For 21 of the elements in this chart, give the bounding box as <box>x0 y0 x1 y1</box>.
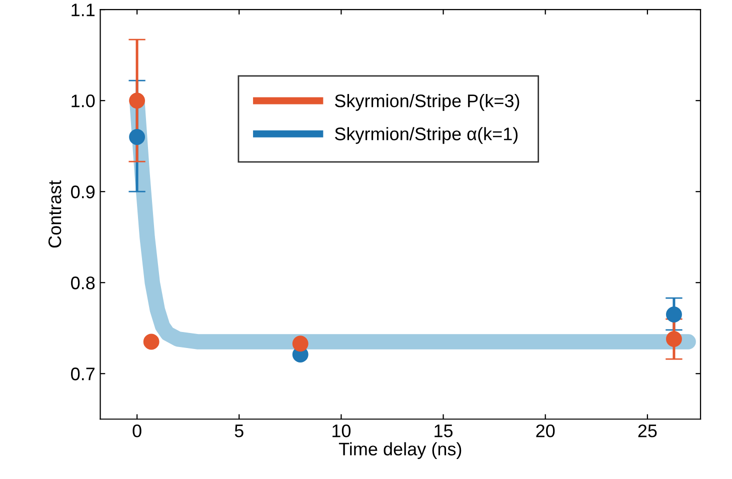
legend-label: Skyrmion/Stripe P(k=3) <box>334 94 520 111</box>
y-tick-label: 0.9 <box>71 186 95 198</box>
y-tick-label: 1.0 <box>72 94 95 108</box>
x-tick-label: 20 <box>536 424 555 438</box>
y-tick-label: 0.7 <box>71 368 95 380</box>
x-tick-label: 15 <box>434 424 453 438</box>
x-tick-label: 10 <box>332 424 351 438</box>
x-tick-label: 5 <box>234 424 244 438</box>
x-tick-label: 25 <box>638 424 657 438</box>
x-axis-title: Time delay (ns) <box>338 442 462 460</box>
point <box>666 306 682 322</box>
point <box>666 331 682 348</box>
point <box>292 336 308 352</box>
x-tick-label: 0 <box>132 424 142 438</box>
y-tick-label: 0.8 <box>71 276 95 290</box>
point <box>143 334 160 350</box>
y-axis-title: Contrast <box>48 180 62 248</box>
point <box>129 92 146 109</box>
point <box>129 129 146 145</box>
legend-label: Skyrmion/Stripe α(k=1) <box>334 127 518 144</box>
y-tick-label: 1.1 <box>72 4 95 16</box>
